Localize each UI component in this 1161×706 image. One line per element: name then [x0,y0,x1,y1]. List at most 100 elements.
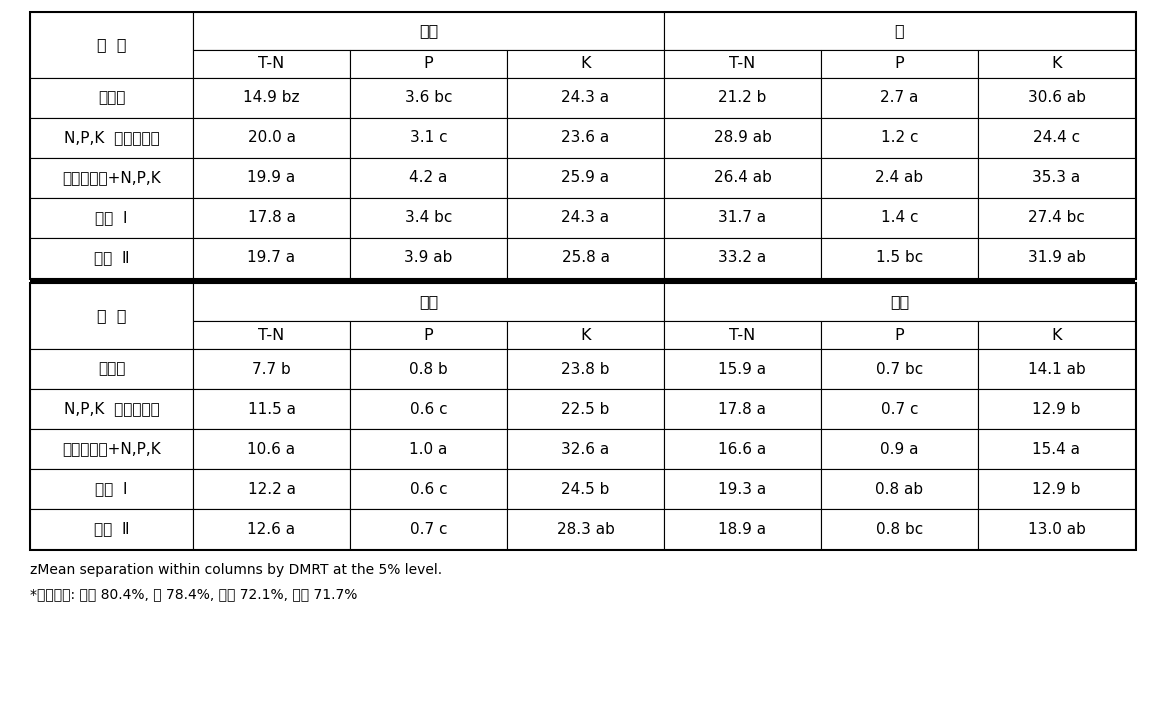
Bar [664,389,821,429]
Text: 23.6 a: 23.6 a [562,131,610,145]
Text: *수분함량: 열매 80.4%, 잎 78.4%, 줄기 72.1%, 뿌리 71.7%: *수분함량: 열매 80.4%, 잎 78.4%, 줄기 72.1%, 뿌리 7… [30,587,358,601]
Bar [664,158,821,198]
Text: 0.7 bc: 0.7 bc [875,361,923,376]
Text: 0.7 c: 0.7 c [881,402,918,417]
Bar [664,50,821,78]
Bar [30,349,193,389]
Text: K: K [1051,328,1062,342]
Text: 0.8 b: 0.8 b [409,361,448,376]
Bar [30,12,1135,278]
Bar [193,321,349,349]
Text: 24.4 c: 24.4 c [1033,131,1080,145]
Text: 30.6 ab: 30.6 ab [1027,90,1086,105]
Bar [349,469,507,509]
Bar [507,321,664,349]
Text: 10.6 a: 10.6 a [247,441,296,457]
Text: 12.2 a: 12.2 a [247,481,296,496]
Bar [507,349,664,389]
Bar [821,389,978,429]
Text: 뿌리: 뿌리 [889,294,909,309]
Bar [30,158,193,198]
Text: T-N: T-N [259,328,284,342]
Bar [30,469,193,509]
Text: 19.3 a: 19.3 a [719,481,766,496]
Bar [664,349,821,389]
Text: P: P [424,56,433,71]
Bar [349,389,507,429]
Text: 액비  Ⅱ: 액비 Ⅱ [94,522,129,537]
Bar [349,238,507,278]
Text: 0.8 ab: 0.8 ab [875,481,923,496]
Text: 21.2 b: 21.2 b [719,90,766,105]
Bar [978,198,1135,238]
Text: 1.5 bc: 1.5 bc [875,251,923,265]
Bar [664,283,1135,321]
Bar [664,469,821,509]
Text: 31.7 a: 31.7 a [719,210,766,225]
Text: 액비  Ⅱ: 액비 Ⅱ [94,251,129,265]
Text: 무비구: 무비구 [98,90,125,105]
Text: 26.4 ab: 26.4 ab [714,171,771,186]
Text: 0.8 bc: 0.8 bc [875,522,923,537]
Bar [978,349,1135,389]
Bar [193,50,349,78]
Text: 19.9 a: 19.9 a [247,171,296,186]
Text: 가축분퇴비+N,P,K: 가축분퇴비+N,P,K [63,171,161,186]
Bar [349,321,507,349]
Text: T-N: T-N [729,328,756,342]
Text: 25.8 a: 25.8 a [562,251,610,265]
Text: 15.4 a: 15.4 a [1032,441,1081,457]
Bar [978,78,1135,118]
Text: 19.7 a: 19.7 a [247,251,296,265]
Text: 24.3 a: 24.3 a [562,90,610,105]
Text: 25.9 a: 25.9 a [562,171,610,186]
Text: 23.8 b: 23.8 b [561,361,610,376]
Bar [978,469,1135,509]
Bar [193,509,349,549]
Bar [30,283,1135,549]
Bar [30,198,193,238]
Text: 18.9 a: 18.9 a [719,522,766,537]
Bar [821,198,978,238]
Bar [349,78,507,118]
Bar [193,469,349,509]
Bar [821,509,978,549]
Bar [978,50,1135,78]
Text: 33.2 a: 33.2 a [719,251,766,265]
Bar [821,429,978,469]
Bar [978,389,1135,429]
Text: 가축분퇴비+N,P,K: 가축분퇴비+N,P,K [63,441,161,457]
Bar [664,118,821,158]
Text: 액비  Ⅰ: 액비 Ⅰ [95,210,128,225]
Text: 4.2 a: 4.2 a [410,171,448,186]
Text: 0.6 c: 0.6 c [410,481,447,496]
Text: 15.9 a: 15.9 a [719,361,766,376]
Text: 28.3 ab: 28.3 ab [556,522,614,537]
Bar [349,509,507,549]
Bar [664,321,821,349]
Text: K: K [1051,56,1062,71]
Bar [30,429,193,469]
Bar [978,158,1135,198]
Bar [507,429,664,469]
Text: 2.4 ab: 2.4 ab [875,171,923,186]
Bar [30,78,193,118]
Text: 액비  Ⅰ: 액비 Ⅰ [95,481,128,496]
Bar [30,509,193,549]
Bar [193,389,349,429]
Text: 1.0 a: 1.0 a [410,441,448,457]
Text: 14.9 bz: 14.9 bz [244,90,300,105]
Bar [821,118,978,158]
Text: 열매: 열매 [419,23,438,39]
Bar [978,509,1135,549]
Bar [507,198,664,238]
Bar [978,238,1135,278]
Bar [349,429,507,469]
Text: 35.3 a: 35.3 a [1032,171,1081,186]
Bar [507,158,664,198]
Text: 16.6 a: 16.6 a [719,441,766,457]
Text: 13.0 ab: 13.0 ab [1027,522,1086,537]
Text: 28.9 ab: 28.9 ab [714,131,771,145]
Bar [664,429,821,469]
Bar [193,12,664,50]
